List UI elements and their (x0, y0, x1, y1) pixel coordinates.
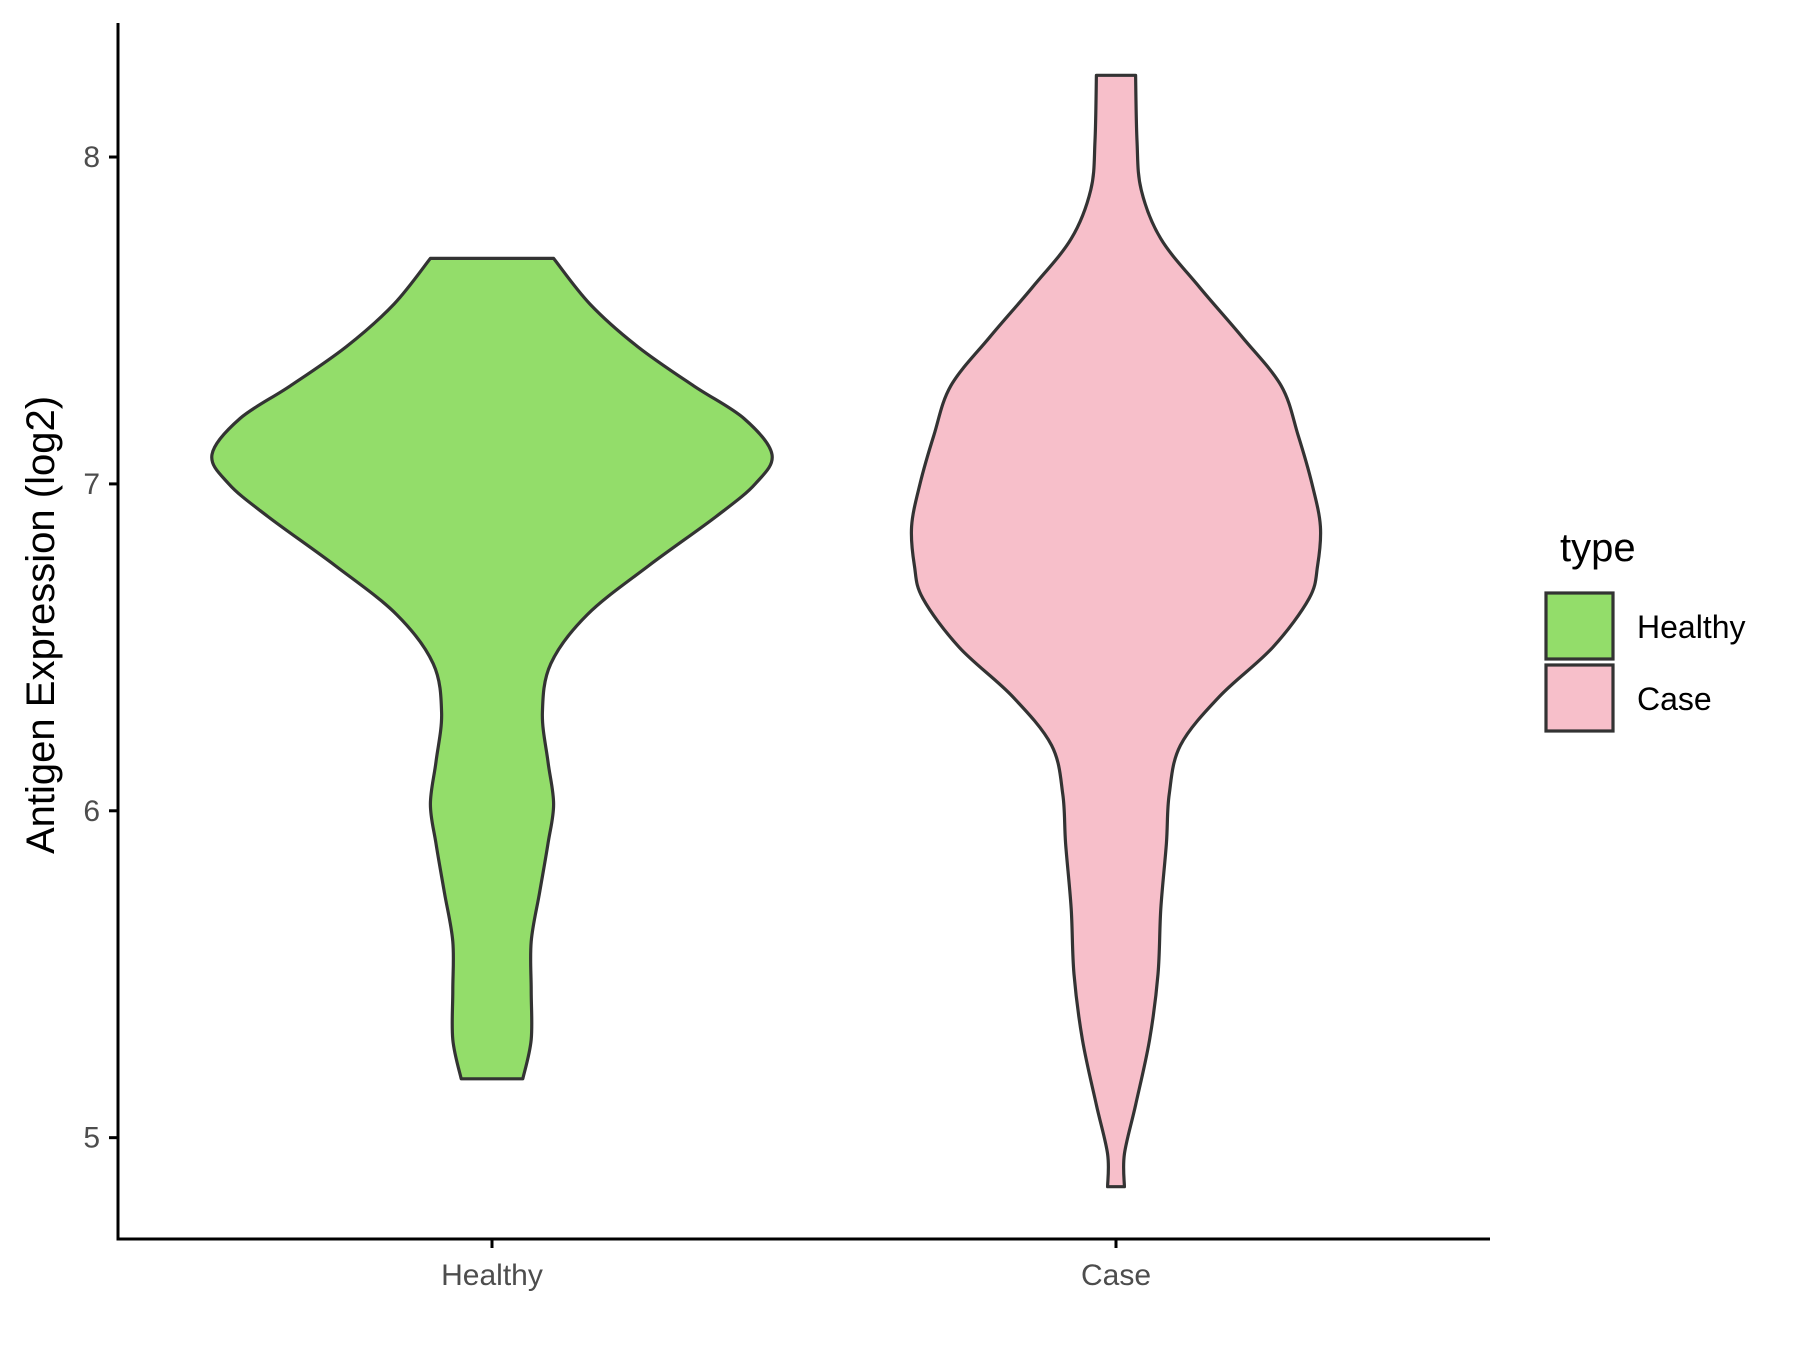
y-tick-label: 5 (83, 1122, 100, 1155)
legend-label-healthy: Healthy (1637, 609, 1746, 645)
legend-label-case: Case (1637, 681, 1712, 717)
y-ticks: 5 6 7 8 (83, 141, 118, 1155)
legend: type Healthy Case (1544, 526, 1746, 733)
legend-title: type (1560, 526, 1636, 570)
violin-case (909, 73, 1323, 1189)
y-axis-title: Antigen Expression (log2) (19, 396, 63, 854)
y-tick-label: 8 (83, 141, 100, 174)
legend-swatch-case (1544, 663, 1615, 733)
y-tick-label: 6 (83, 795, 100, 828)
x-tick-label: Case (1081, 1259, 1151, 1292)
violin-healthy (210, 256, 774, 1081)
legend-swatch-healthy (1544, 591, 1615, 661)
violins-layer (210, 73, 1323, 1189)
y-tick-label: 7 (83, 468, 100, 501)
axes-layer (116, 23, 1490, 1241)
x-tick-label: Healthy (441, 1259, 543, 1292)
x-ticks: Healthy Case (441, 1239, 1151, 1292)
